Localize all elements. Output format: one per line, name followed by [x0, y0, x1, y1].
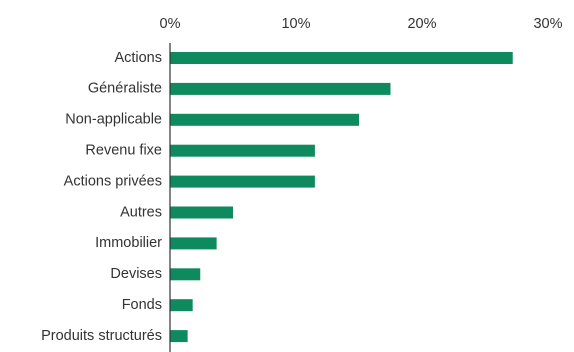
- category-label: Généraliste: [88, 81, 162, 97]
- x-tick-label: 10%: [281, 16, 310, 32]
- bar: [170, 268, 201, 281]
- category-label: Autres: [120, 204, 162, 220]
- category-labels: Actions Généraliste Non-applicable Revenu f…: [41, 50, 162, 344]
- x-tick-label: 30%: [533, 16, 562, 32]
- category-label: Fonds: [122, 297, 162, 313]
- bar: [170, 144, 315, 157]
- bar: [170, 206, 233, 219]
- bar: [170, 82, 391, 95]
- category-label: Revenu fixe: [85, 143, 162, 159]
- category-label: Actions privées: [64, 173, 162, 189]
- x-axis-ticks: 0% 10% 20% 30%: [160, 16, 563, 32]
- bars: [170, 52, 513, 343]
- category-label: Actions: [114, 50, 162, 66]
- category-label: Devises: [110, 266, 162, 282]
- bar: [170, 175, 315, 188]
- bar: [170, 330, 188, 343]
- category-label: Non-applicable: [65, 112, 162, 128]
- bar: [170, 113, 359, 126]
- bar: [170, 299, 193, 312]
- category-label: Produits structurés: [41, 328, 162, 344]
- bar: [170, 52, 513, 64]
- x-tick-label: 20%: [407, 16, 436, 32]
- x-tick-label: 0%: [160, 16, 181, 32]
- bar: [170, 237, 217, 250]
- category-label: Immobilier: [95, 235, 162, 251]
